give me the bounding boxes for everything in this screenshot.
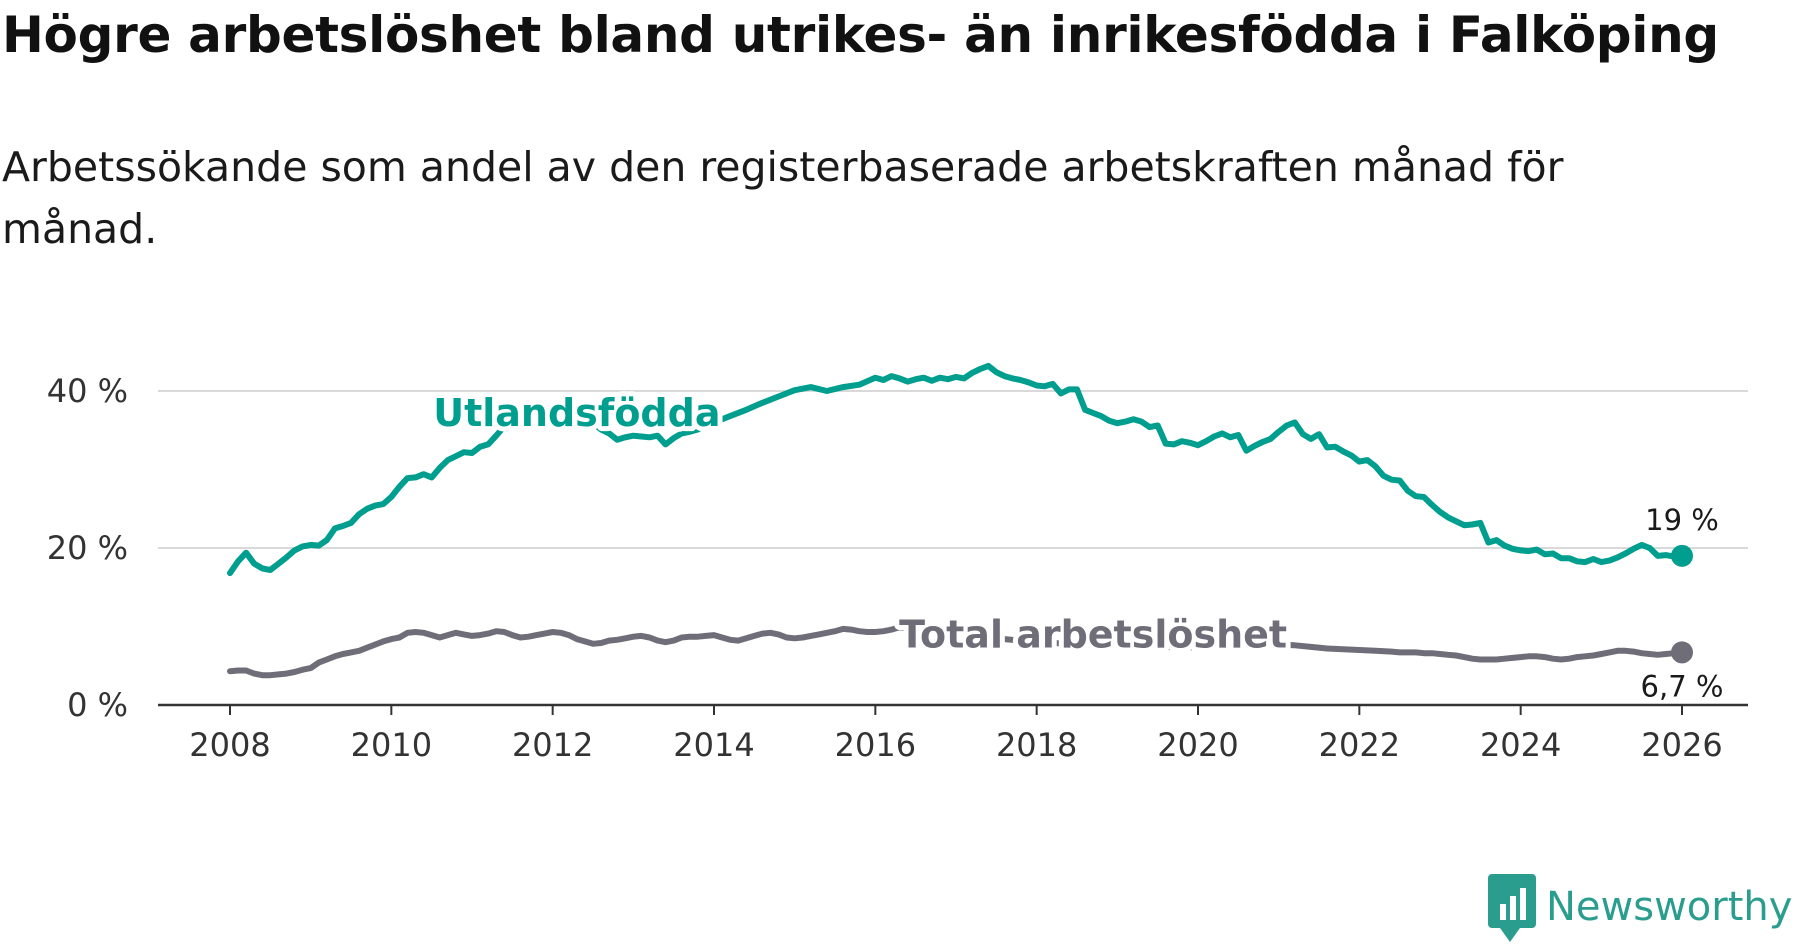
y-axis: 0 % 20 % 40 % [47, 372, 128, 724]
series-line-foreign-born [227, 362, 1685, 577]
end-value-label-total: 6,7 % [1641, 669, 1724, 703]
x-tick-label: 2012 [512, 726, 593, 764]
chart-subtitle: Arbetssökande som andel av den registerb… [2, 143, 1564, 253]
x-tick-label: 2020 [1157, 726, 1238, 764]
series-labels: Utlandsfödda 19 % Total arbetslöshet 6,7 % [428, 386, 1726, 706]
endpoint-total [1671, 641, 1693, 664]
x-tick-label: 2022 [1319, 726, 1400, 764]
chart-title: Högre arbetslöshet bland utrikes- än inr… [2, 6, 1719, 64]
x-tick-label: 2014 [673, 726, 754, 764]
y-tick-label: 20 % [47, 529, 128, 567]
y-tick-label: 40 % [47, 372, 128, 410]
endpoint-foreign-born [1671, 544, 1693, 567]
brand-name: Newsworthy [1546, 884, 1792, 930]
x-tick-label: 2016 [835, 726, 916, 764]
x-axis: 2008 2010 2012 2014 2016 2018 2020 2022 2024 2026 [158, 703, 1748, 764]
series-label-total: Total arbetslöshet [899, 612, 1287, 656]
series-lines [227, 362, 1693, 679]
y-tick-label: 0 % [67, 686, 128, 724]
x-tick-label: 2024 [1480, 726, 1561, 764]
end-value-label-foreign-born: 19 % [1645, 503, 1719, 537]
x-tick-label: 2026 [1641, 726, 1722, 764]
series-line-total [227, 624, 1685, 679]
series-label-foreign-born: Utlandsfödda [433, 391, 720, 435]
newsworthy-icon [1488, 874, 1536, 942]
x-tick-label: 2010 [351, 726, 432, 764]
x-tick-label: 2008 [189, 726, 270, 764]
newsworthy-logo: Newsworthy [1488, 874, 1792, 942]
x-tick-label: 2018 [996, 726, 1077, 764]
gridlines [158, 390, 1748, 549]
